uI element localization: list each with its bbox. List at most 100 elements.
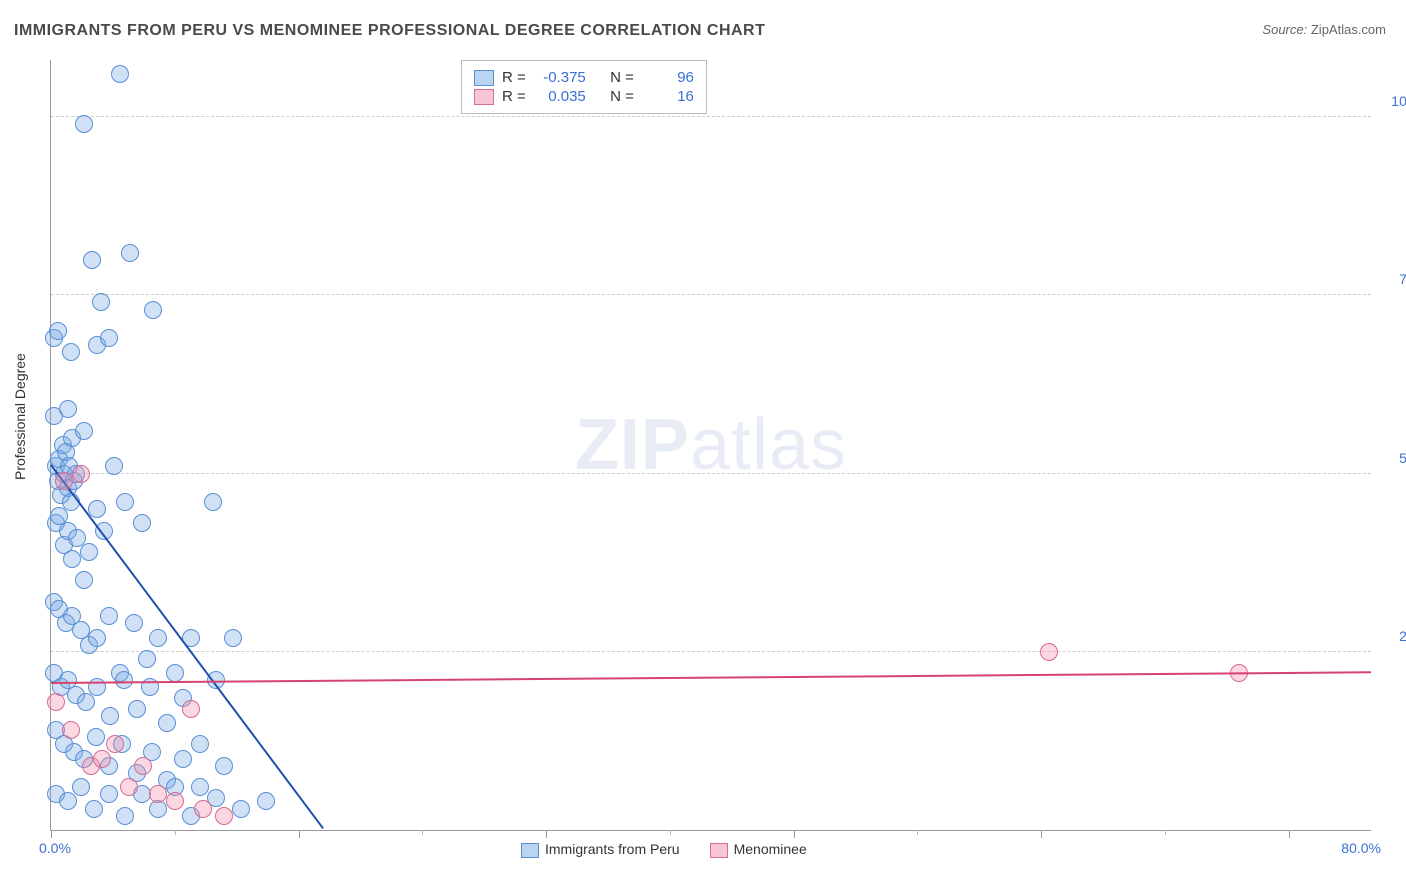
data-point <box>215 807 233 825</box>
y-tick-label: 7.5% <box>1376 271 1406 287</box>
data-point <box>55 472 73 490</box>
data-point <box>121 244 139 262</box>
legend-swatch <box>710 843 728 858</box>
x-tick-minor <box>175 830 176 835</box>
x-axis-max-label: 80.0% <box>1341 840 1381 856</box>
chart-title: IMMIGRANTS FROM PERU VS MENOMINEE PROFES… <box>14 22 765 40</box>
legend-swatch <box>474 89 494 105</box>
source-label: Source: <box>1262 22 1307 37</box>
data-point <box>134 757 152 775</box>
data-point <box>166 792 184 810</box>
legend-row: R = -0.375 N = 96 <box>474 69 694 86</box>
legend-r-value: 0.035 <box>534 88 586 105</box>
data-point <box>128 700 146 718</box>
data-point <box>101 707 119 725</box>
legend-n-label: N = <box>610 88 634 105</box>
data-point <box>63 550 81 568</box>
data-point <box>62 343 80 361</box>
y-tick-label: 5.0% <box>1376 450 1406 466</box>
x-tick-minor <box>1165 830 1166 835</box>
data-point <box>149 629 167 647</box>
data-point <box>87 728 105 746</box>
legend-item: Immigrants from Peru <box>521 841 680 858</box>
data-point <box>72 778 90 796</box>
data-point <box>75 115 93 133</box>
data-point <box>191 735 209 753</box>
source-value: ZipAtlas.com <box>1311 22 1386 37</box>
x-tick-major <box>51 830 52 838</box>
legend-n-value: 16 <box>642 88 694 105</box>
data-point <box>166 664 184 682</box>
data-point <box>133 514 151 532</box>
x-tick-minor <box>917 830 918 835</box>
gridline <box>51 651 1371 652</box>
gridline <box>51 116 1371 117</box>
data-point <box>92 293 110 311</box>
x-axis-min-label: 0.0% <box>39 840 71 856</box>
legend-r-value: -0.375 <box>534 69 586 86</box>
watermark: ZIPatlas <box>575 404 847 486</box>
data-point <box>1040 643 1058 661</box>
data-point <box>194 800 212 818</box>
data-point <box>215 757 233 775</box>
data-point <box>85 800 103 818</box>
data-point <box>182 700 200 718</box>
legend-label: Immigrants from Peru <box>545 841 680 857</box>
gridline <box>51 294 1371 295</box>
x-tick-major <box>299 830 300 838</box>
data-point <box>204 493 222 511</box>
y-tick-label: 10.0% <box>1376 93 1406 109</box>
data-point <box>224 629 242 647</box>
data-point <box>158 714 176 732</box>
x-tick-major <box>1041 830 1042 838</box>
data-point <box>47 693 65 711</box>
legend-swatch <box>521 843 539 858</box>
data-point <box>88 500 106 518</box>
data-point <box>174 750 192 768</box>
trend-line <box>51 671 1371 684</box>
data-point <box>49 322 67 340</box>
legend-n-label: N = <box>610 69 634 86</box>
data-point <box>100 329 118 347</box>
legend-r-label: R = <box>502 69 526 86</box>
x-tick-major <box>546 830 547 838</box>
data-point <box>105 457 123 475</box>
legend-swatch <box>474 70 494 86</box>
data-point <box>138 650 156 668</box>
data-point <box>62 721 80 739</box>
data-point <box>111 65 129 83</box>
data-point <box>75 422 93 440</box>
y-axis-label: Professional Degree <box>12 353 28 480</box>
legend-r-label: R = <box>502 88 526 105</box>
data-point <box>115 671 133 689</box>
data-point <box>106 735 124 753</box>
data-point <box>59 792 77 810</box>
data-point <box>125 614 143 632</box>
x-tick-minor <box>670 830 671 835</box>
data-point <box>93 750 111 768</box>
legend-series: Immigrants from Peru Menominee <box>521 841 807 858</box>
source-credit: Source: ZipAtlas.com <box>1262 22 1386 37</box>
data-point <box>149 785 167 803</box>
data-point <box>88 629 106 647</box>
data-point <box>75 571 93 589</box>
gridline <box>51 473 1371 474</box>
scatter-plot: ZIPatlas R = -0.375 N = 96 R = 0.035 N =… <box>50 60 1371 831</box>
data-point <box>144 301 162 319</box>
x-tick-major <box>794 830 795 838</box>
data-point <box>72 465 90 483</box>
data-point <box>100 785 118 803</box>
data-point <box>77 693 95 711</box>
legend-n-value: 96 <box>642 69 694 86</box>
legend-item: Menominee <box>710 841 807 858</box>
x-tick-minor <box>422 830 423 835</box>
data-point <box>59 400 77 418</box>
legend-label: Menominee <box>734 841 807 857</box>
data-point <box>80 543 98 561</box>
legend-row: R = 0.035 N = 16 <box>474 88 694 105</box>
data-point <box>232 800 250 818</box>
legend-correlation: R = -0.375 N = 96 R = 0.035 N = 16 <box>461 60 707 114</box>
data-point <box>191 778 209 796</box>
data-point <box>83 251 101 269</box>
data-point <box>257 792 275 810</box>
